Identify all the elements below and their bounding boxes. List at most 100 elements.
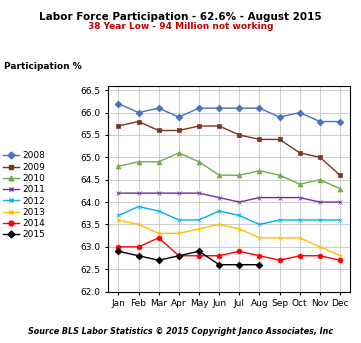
2010 — [177, 151, 181, 155]
2008 — [278, 115, 282, 119]
2014 — [278, 258, 282, 262]
2014 — [338, 258, 342, 262]
2010 — [338, 187, 342, 191]
2013 — [197, 227, 201, 231]
2014 — [157, 236, 161, 240]
2014 — [217, 254, 221, 258]
2009 — [278, 138, 282, 142]
2010 — [197, 160, 201, 164]
2012 — [237, 213, 242, 217]
2014 — [318, 254, 322, 258]
2008 — [217, 106, 221, 110]
2010 — [217, 173, 221, 177]
2013 — [338, 254, 342, 258]
2013 — [217, 222, 221, 226]
Line: 2009: 2009 — [116, 119, 343, 178]
Text: Participation %: Participation % — [4, 62, 81, 71]
Line: 2012: 2012 — [116, 204, 343, 227]
2010 — [237, 173, 242, 177]
2012 — [257, 222, 262, 226]
2008 — [237, 106, 242, 110]
2008 — [197, 106, 201, 110]
2010 — [157, 160, 161, 164]
2012 — [278, 218, 282, 222]
Line: 2010: 2010 — [116, 151, 343, 191]
2008 — [157, 106, 161, 110]
2010 — [318, 178, 322, 182]
2011 — [197, 191, 201, 195]
2009 — [157, 128, 161, 132]
Text: Source BLS Labor Statistics © 2015 Copyright Janco Associates, Inc: Source BLS Labor Statistics © 2015 Copyr… — [28, 327, 333, 336]
2015 — [136, 254, 141, 258]
2009 — [197, 124, 201, 128]
2013 — [237, 227, 242, 231]
2009 — [217, 124, 221, 128]
2014 — [237, 249, 242, 253]
2014 — [177, 254, 181, 258]
2011 — [297, 196, 302, 200]
2012 — [297, 218, 302, 222]
2013 — [318, 245, 322, 249]
2012 — [116, 213, 121, 217]
2015 — [177, 254, 181, 258]
2008 — [177, 115, 181, 119]
2012 — [217, 209, 221, 213]
2011 — [257, 196, 262, 200]
2008 — [318, 119, 322, 123]
2013 — [116, 218, 121, 222]
2014 — [197, 254, 201, 258]
2015 — [237, 263, 242, 267]
2010 — [278, 173, 282, 177]
2009 — [136, 119, 141, 123]
2011 — [116, 191, 121, 195]
2009 — [257, 138, 262, 142]
2010 — [297, 182, 302, 186]
2009 — [177, 128, 181, 132]
2009 — [237, 133, 242, 137]
2011 — [136, 191, 141, 195]
Legend: 2008, 2009, 2010, 2011, 2012, 2013, 2014, 2015: 2008, 2009, 2010, 2011, 2012, 2013, 2014… — [0, 148, 49, 243]
2008 — [136, 110, 141, 115]
2008 — [257, 106, 262, 110]
2008 — [338, 119, 342, 123]
2008 — [297, 110, 302, 115]
2008 — [116, 102, 121, 106]
2014 — [257, 254, 262, 258]
2012 — [338, 218, 342, 222]
2010 — [136, 160, 141, 164]
2012 — [318, 218, 322, 222]
2010 — [116, 164, 121, 168]
2015 — [157, 258, 161, 262]
2012 — [177, 218, 181, 222]
Line: 2015: 2015 — [116, 249, 262, 267]
2015 — [116, 249, 121, 253]
2011 — [157, 191, 161, 195]
2015 — [197, 249, 201, 253]
2009 — [297, 151, 302, 155]
2014 — [297, 254, 302, 258]
2013 — [257, 236, 262, 240]
Line: 2008: 2008 — [116, 101, 343, 124]
2009 — [338, 173, 342, 177]
2012 — [197, 218, 201, 222]
2011 — [237, 200, 242, 204]
2009 — [116, 124, 121, 128]
2013 — [177, 231, 181, 235]
2014 — [116, 245, 121, 249]
2012 — [136, 204, 141, 209]
2013 — [278, 236, 282, 240]
2011 — [177, 191, 181, 195]
2013 — [297, 236, 302, 240]
2012 — [157, 209, 161, 213]
2015 — [217, 263, 221, 267]
Line: 2013: 2013 — [116, 217, 343, 258]
2011 — [217, 196, 221, 200]
2014 — [136, 245, 141, 249]
2011 — [278, 196, 282, 200]
2011 — [338, 200, 342, 204]
Text: 38 Year Low - 94 Million not working: 38 Year Low - 94 Million not working — [88, 22, 273, 31]
2010 — [257, 169, 262, 173]
2011 — [318, 200, 322, 204]
2013 — [136, 222, 141, 226]
Line: 2011: 2011 — [116, 191, 343, 204]
